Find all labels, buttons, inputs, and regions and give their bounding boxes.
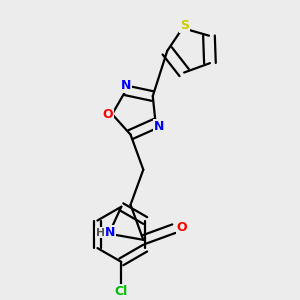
Text: O: O — [177, 220, 187, 234]
Text: H: H — [96, 227, 106, 238]
Text: Cl: Cl — [115, 285, 128, 298]
Text: O: O — [102, 108, 112, 121]
Text: N: N — [121, 79, 131, 92]
Text: N: N — [154, 119, 164, 133]
Text: S: S — [180, 19, 189, 32]
Text: N: N — [104, 226, 115, 239]
